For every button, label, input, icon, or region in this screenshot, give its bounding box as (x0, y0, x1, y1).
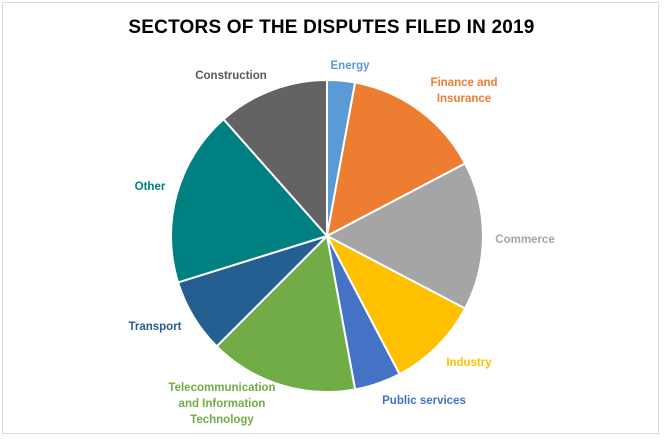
pie-slice-industry (324, 233, 467, 376)
chart-title: SECTORS OF THE DISPUTES FILED IN 2019 (128, 17, 535, 38)
pie-slice-other (170, 117, 329, 284)
slice-label-finance-and-insurance: Finance and Insurance (430, 77, 497, 105)
slice-label-telecommunication-and-information-technology: Telecommunication and Information Technolo… (168, 382, 275, 426)
pie-slice-construction (222, 78, 328, 239)
slice-label-energy: Energy (331, 60, 371, 72)
pie-slice-telecommunication-and-information-technology (215, 233, 357, 393)
pie-slice-finance-and-insurance (325, 81, 467, 238)
slice-label-transport: Transport (128, 321, 181, 333)
slice-label-industry: Industry (446, 357, 492, 369)
pie-slice-commerce (324, 162, 484, 310)
slice-label-construction: Construction (195, 70, 267, 82)
slice-label-commerce: Commerce (495, 234, 554, 246)
slice-label-public-services: Public services (382, 395, 466, 407)
slice-label-other: Other (135, 181, 166, 193)
